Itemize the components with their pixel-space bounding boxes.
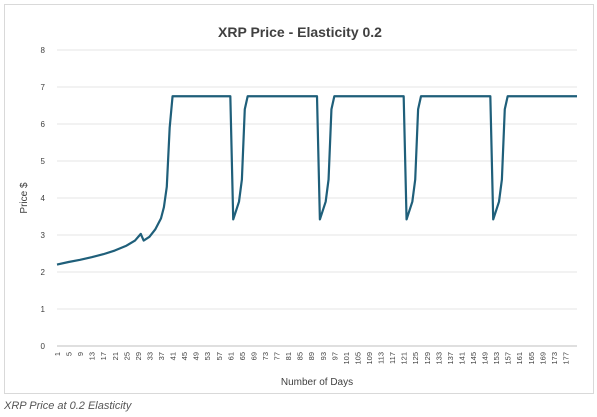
x-tick-label: 157 bbox=[504, 352, 513, 365]
x-tick-label: 109 bbox=[365, 352, 374, 365]
x-tick-label: 9 bbox=[76, 352, 85, 356]
y-tick-label: 5 bbox=[41, 157, 46, 166]
chart-title: XRP Price - Elasticity 0.2 bbox=[218, 24, 382, 40]
x-tick-label: 169 bbox=[538, 352, 547, 365]
x-tick-label: 61 bbox=[226, 352, 235, 360]
x-tick-label: 153 bbox=[492, 352, 501, 365]
x-tick-label: 93 bbox=[319, 352, 328, 360]
y-tick-label: 3 bbox=[41, 231, 46, 240]
x-tick-label: 121 bbox=[400, 352, 409, 365]
x-tick-label: 173 bbox=[550, 352, 559, 365]
gridlines bbox=[57, 49, 577, 310]
x-tick-label: 141 bbox=[457, 352, 466, 365]
series-line bbox=[56, 95, 577, 266]
x-tick-label: 133 bbox=[434, 352, 443, 365]
x-tick-label: 145 bbox=[469, 352, 478, 365]
x-tick-label: 25 bbox=[122, 352, 131, 360]
x-tick-label: 177 bbox=[561, 352, 570, 365]
x-tick-label: 17 bbox=[99, 352, 108, 360]
x-axis-label: Number of Days bbox=[281, 377, 353, 388]
x-tick-label: 89 bbox=[307, 352, 316, 360]
x-tick-label: 101 bbox=[342, 352, 351, 365]
x-tick-label: 13 bbox=[88, 352, 97, 360]
x-tick-label: 37 bbox=[157, 352, 166, 360]
x-tick-label: 1 bbox=[53, 352, 62, 356]
figure-caption: XRP Price at 0.2 Elasticity bbox=[4, 400, 132, 412]
x-tick-label: 21 bbox=[111, 352, 120, 360]
y-tick-label: 2 bbox=[41, 268, 46, 277]
x-tick-label: 117 bbox=[388, 352, 397, 364]
y-tick-label: 4 bbox=[41, 194, 46, 203]
x-tick-label: 129 bbox=[423, 352, 432, 365]
x-tick-label: 29 bbox=[134, 352, 143, 360]
x-tick-label: 5 bbox=[65, 352, 74, 356]
x-tick-label: 53 bbox=[203, 352, 212, 360]
y-tick-label: 7 bbox=[41, 83, 46, 92]
x-tick-label: 125 bbox=[411, 352, 420, 365]
y-tick-label: 0 bbox=[41, 342, 46, 351]
x-tick-label: 45 bbox=[180, 352, 189, 360]
x-tick-labels: 1 5 9 13 17 21 25 29 33 37 41 45 49 53 57 61 65 69 73 77 81 8… bbox=[53, 352, 570, 365]
y-tick-labels: 0 1 2 3 4 5 6 7 8 bbox=[41, 46, 46, 351]
y-axis-label: Price $ bbox=[19, 182, 30, 214]
y-tick-label: 6 bbox=[41, 120, 46, 129]
x-tick-label: 149 bbox=[481, 352, 490, 365]
x-tick-label: 165 bbox=[527, 352, 536, 365]
x-tick-label: 77 bbox=[273, 352, 282, 360]
x-tick-label: 85 bbox=[296, 352, 305, 360]
y-tick-label: 1 bbox=[41, 305, 46, 314]
x-tick-label: 97 bbox=[330, 352, 339, 360]
x-tick-label: 81 bbox=[284, 352, 293, 360]
x-tick-label: 33 bbox=[145, 352, 154, 360]
x-tick-label: 49 bbox=[192, 352, 201, 360]
x-tick-label: 137 bbox=[446, 352, 455, 365]
y-tick-label: 8 bbox=[41, 46, 46, 55]
x-tick-label: 113 bbox=[377, 352, 386, 364]
x-tick-label: 69 bbox=[249, 352, 258, 360]
x-tick-label: 57 bbox=[215, 352, 224, 360]
x-tick-label: 65 bbox=[238, 352, 247, 360]
x-tick-label: 41 bbox=[169, 352, 178, 360]
x-tick-label: 161 bbox=[515, 352, 524, 365]
x-tick-label: 73 bbox=[261, 352, 270, 360]
x-tick-label: 105 bbox=[353, 352, 362, 365]
